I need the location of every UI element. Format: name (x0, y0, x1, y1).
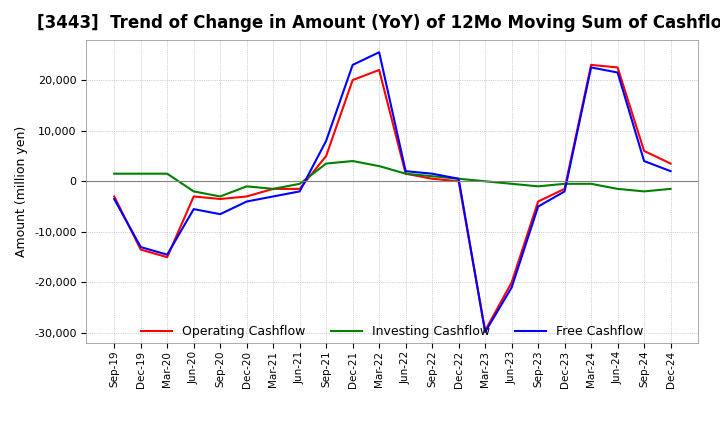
Operating Cashflow (110, 194, 119, 199)
Free Cashflow (269, 194, 277, 199)
Investing Cashflow (348, 158, 357, 164)
Investing Cashflow (534, 184, 542, 189)
Y-axis label: Amount (million yen): Amount (million yen) (16, 126, 29, 257)
Free Cashflow (136, 245, 145, 250)
Free Cashflow (401, 169, 410, 174)
Investing Cashflow (136, 171, 145, 176)
Free Cashflow (560, 189, 569, 194)
Free Cashflow (534, 204, 542, 209)
Operating Cashflow (163, 254, 171, 260)
Line: Free Cashflow: Free Cashflow (114, 52, 670, 332)
Operating Cashflow (534, 199, 542, 204)
Investing Cashflow (666, 186, 675, 191)
Operating Cashflow (136, 247, 145, 252)
Free Cashflow (454, 176, 463, 181)
Operating Cashflow (295, 186, 304, 191)
Investing Cashflow (163, 171, 171, 176)
Free Cashflow (243, 199, 251, 204)
Operating Cashflow (243, 194, 251, 199)
Investing Cashflow (322, 161, 330, 166)
Line: Investing Cashflow: Investing Cashflow (114, 161, 670, 196)
Free Cashflow (375, 50, 384, 55)
Investing Cashflow (243, 184, 251, 189)
Free Cashflow (163, 252, 171, 257)
Free Cashflow (666, 169, 675, 174)
Investing Cashflow (110, 171, 119, 176)
Free Cashflow (295, 189, 304, 194)
Operating Cashflow (269, 186, 277, 191)
Free Cashflow (587, 65, 595, 70)
Investing Cashflow (189, 189, 198, 194)
Line: Operating Cashflow: Operating Cashflow (114, 65, 670, 330)
Operating Cashflow (189, 194, 198, 199)
Operating Cashflow (322, 153, 330, 158)
Free Cashflow (640, 158, 649, 164)
Free Cashflow (613, 70, 622, 75)
Free Cashflow (216, 212, 225, 217)
Operating Cashflow (481, 328, 490, 333)
Investing Cashflow (295, 181, 304, 187)
Investing Cashflow (401, 171, 410, 176)
Operating Cashflow (640, 148, 649, 154)
Operating Cashflow (428, 176, 436, 181)
Operating Cashflow (216, 196, 225, 202)
Legend: Operating Cashflow, Investing Cashflow, Free Cashflow: Operating Cashflow, Investing Cashflow, … (136, 320, 649, 343)
Free Cashflow (322, 138, 330, 143)
Operating Cashflow (587, 62, 595, 67)
Investing Cashflow (454, 176, 463, 181)
Free Cashflow (428, 171, 436, 176)
Investing Cashflow (613, 186, 622, 191)
Investing Cashflow (560, 181, 569, 187)
Operating Cashflow (666, 161, 675, 166)
Investing Cashflow (216, 194, 225, 199)
Operating Cashflow (454, 179, 463, 184)
Operating Cashflow (348, 77, 357, 83)
Investing Cashflow (587, 181, 595, 187)
Free Cashflow (110, 196, 119, 202)
Free Cashflow (481, 330, 490, 335)
Investing Cashflow (375, 163, 384, 169)
Operating Cashflow (401, 171, 410, 176)
Title: [3443]  Trend of Change in Amount (YoY) of 12Mo Moving Sum of Cashflows: [3443] Trend of Change in Amount (YoY) o… (37, 15, 720, 33)
Free Cashflow (189, 206, 198, 212)
Operating Cashflow (375, 67, 384, 73)
Free Cashflow (348, 62, 357, 67)
Operating Cashflow (560, 186, 569, 191)
Investing Cashflow (508, 181, 516, 187)
Investing Cashflow (481, 179, 490, 184)
Free Cashflow (508, 285, 516, 290)
Operating Cashflow (613, 65, 622, 70)
Investing Cashflow (269, 186, 277, 191)
Operating Cashflow (508, 280, 516, 285)
Investing Cashflow (428, 173, 436, 179)
Investing Cashflow (640, 189, 649, 194)
